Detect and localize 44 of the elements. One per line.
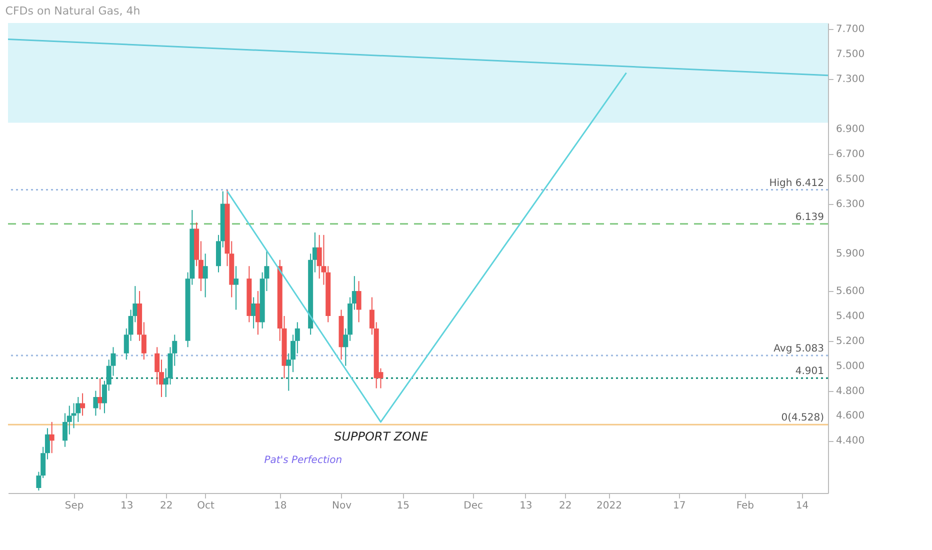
y-tick-label: 5.400: [836, 310, 865, 322]
y-tick-label: 5.000: [836, 360, 865, 372]
y-tick-label: 4.800: [836, 386, 865, 397]
chart-title: CFDs on Natural Gas, 4h: [5, 4, 140, 18]
x-tick-label: 22: [559, 500, 572, 512]
x-tick-label: 13: [120, 500, 134, 512]
candlestick: [202, 253, 208, 298]
annotation: Pat's Perfection: [264, 455, 342, 466]
ref-line-label: High 6.412: [769, 178, 824, 189]
y-tick-label: 7.500: [836, 49, 865, 60]
ref-line-label: 0(4.528): [781, 412, 824, 424]
y-tick-label: 6.300: [836, 198, 865, 210]
x-tick-label: 14: [796, 500, 809, 512]
x-tick-label: 18: [274, 500, 287, 512]
y-tick-label: 4.400: [836, 436, 865, 447]
x-tick-label: Sep: [64, 500, 84, 512]
y-tick-label: 7.300: [836, 74, 865, 86]
candlestick: [251, 296, 256, 329]
x-tick-label: 17: [673, 500, 686, 512]
y-tick-label: 4.600: [836, 410, 865, 422]
x-tick-label: Feb: [736, 500, 754, 512]
y-tick-label: 6.900: [836, 124, 865, 135]
candlestick: [49, 421, 54, 454]
x-tick-label: Oct: [197, 500, 215, 512]
ref-line-label: 4.901: [795, 366, 824, 378]
candlestick: [93, 390, 98, 416]
y-tick-label: 5.900: [836, 248, 865, 260]
ref-line-label: Avg 5.083: [774, 343, 824, 354]
candlestick: [356, 280, 362, 323]
y-tick-label: 6.500: [836, 174, 865, 185]
candlestick: [234, 266, 239, 310]
y-tick-label: 6.700: [836, 148, 865, 160]
y-tick-label: 5.200: [836, 336, 865, 347]
x-tick-label: 2022: [596, 500, 622, 512]
x-tick-label: Dec: [464, 500, 483, 512]
x-tick-label: 22: [160, 500, 173, 512]
x-tick-label: 15: [396, 500, 410, 512]
x-tick-label: 13: [520, 500, 532, 512]
y-tick-label: 7.700: [836, 24, 865, 36]
x-tick-label: Nov: [332, 500, 352, 512]
candlestick: [80, 392, 86, 416]
annotation: SUPPORT ZONE: [334, 430, 429, 444]
ref-line-label: 6.139: [795, 212, 824, 223]
y-tick-label: 5.600: [836, 286, 865, 298]
